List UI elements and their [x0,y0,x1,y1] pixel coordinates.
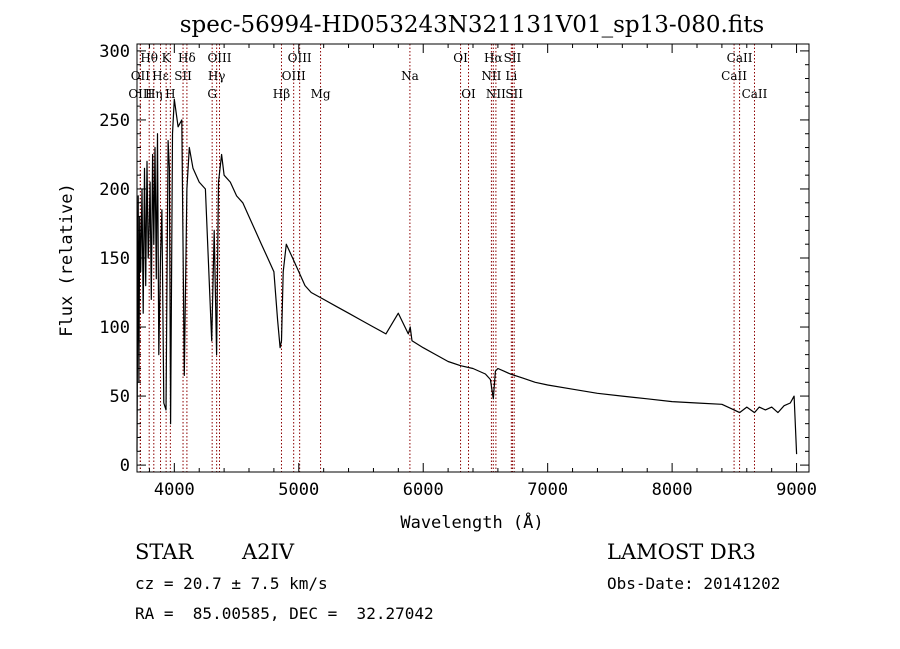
line-label-11: G [207,87,217,101]
y-tick-label-6: 300 [99,42,130,62]
line-label-22: SII [504,51,522,65]
y-tick-label-5: 250 [99,111,130,131]
x-tick-label-1: 5000 [278,480,319,500]
survey-name: LAMOST DR3 [607,540,756,564]
line-label-21: NII [486,87,506,101]
line-label-3: K [162,51,172,65]
chart-title: spec-56994-HD053243N321131V01_sp13-080.f… [180,12,765,38]
line-label-5: Hη [145,87,163,101]
line-label-16: Na [401,69,419,83]
x-tick-label-4: 8000 [652,480,693,500]
line-label-8: H [165,87,175,101]
spectral-line-labels: Hθ OII OIII K Hε Hη Hδ SII H OIII Hγ G OIII OIII Hβ Mg N… [128,51,767,101]
object-subclass: A2IV [242,540,294,564]
x-tick-label-0: 4000 [154,480,195,500]
y-tick-label-3: 150 [99,249,130,269]
line-label-24: SII [505,87,523,101]
line-label-4: Hε [152,69,169,83]
line-label-17: OI [453,51,468,65]
coordinates: RA = 85.00585, DEC = 32.27042 [135,604,434,623]
axes: 4000 5000 6000 7000 8000 9000 0 50 100 150 200 250 3… [99,42,817,500]
line-label-18: OI [461,87,476,101]
x-axis-label: Wavelength (Å) [400,511,543,533]
x-tick-label-5: 9000 [776,480,817,500]
line-label-10: Hγ [208,69,226,83]
line-label-9: OIII [207,51,231,65]
object-class: STAR [135,540,194,564]
spectral-line-markers [139,44,755,472]
series-line-spectrum [136,98,798,455]
y-tick-label-0: 0 [120,456,130,476]
y-tick-label-4: 200 [99,180,130,200]
line-label-26: CaII [721,69,747,83]
line-label-25: CaII [727,51,753,65]
line-label-23: Li [505,69,517,83]
line-label-12: OIII [288,51,312,65]
y-tick-label-1: 50 [110,387,130,407]
line-label-2: OIII [128,87,152,101]
observation-date: Obs-Date: 20141202 [607,574,781,593]
line-label-15: Mg [311,87,331,101]
y-axis-label: Flux (relative) [57,183,77,337]
line-label-19: Hα [484,51,503,65]
x-tick-label-2: 6000 [403,480,444,500]
line-label-6: Hδ [178,51,196,65]
line-label-27: CaII [742,87,768,101]
line-label-14: Hβ [273,87,290,101]
x-tick-label-3: 7000 [527,480,568,500]
spectrum-series [136,98,798,455]
line-label-13: OIII [282,69,306,83]
line-label-0: Hθ [140,51,158,65]
line-label-20: NII [481,69,501,83]
redshift-cz: cz = 20.7 ± 7.5 km/s [135,574,328,593]
y-tick-label-2: 100 [99,318,130,338]
plot-frame [136,43,810,473]
line-label-1: OII [131,69,151,83]
line-label-7: SII [174,69,192,83]
